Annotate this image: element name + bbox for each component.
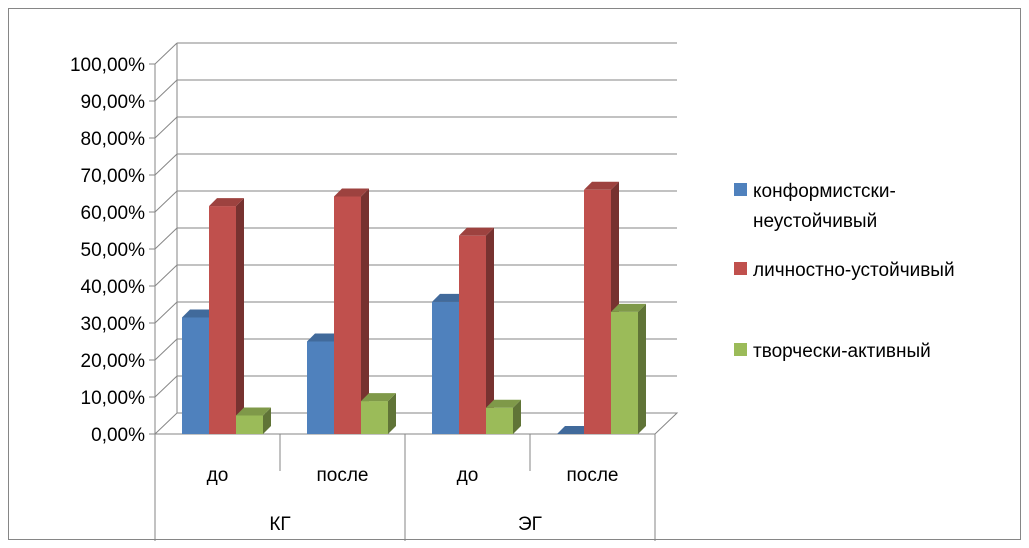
bar-top xyxy=(611,303,646,312)
bar-front xyxy=(334,196,361,434)
bar-chart: 0,00% 10,00% 20,00% 30,00% 40,00% 50,00% 60,00… xyxy=(70,42,679,541)
bar xyxy=(209,198,244,434)
bar-top xyxy=(432,293,467,302)
y-tick-label: 60,00% xyxy=(81,203,146,224)
x-group-label: КГ xyxy=(269,514,290,535)
gridline-side xyxy=(154,338,178,361)
bar-top xyxy=(334,188,369,197)
bar xyxy=(334,188,369,434)
x-tick-label: до xyxy=(457,465,479,486)
bar-side xyxy=(388,393,396,434)
legend-item-series-2: личностно-устойчивый xyxy=(734,256,1003,286)
bar-top xyxy=(236,407,271,416)
bar-top xyxy=(486,399,521,408)
bar xyxy=(459,227,494,434)
bar-side xyxy=(236,198,244,434)
bar-front xyxy=(236,415,263,434)
bar-side xyxy=(361,188,369,434)
bar-side xyxy=(513,399,521,434)
legend-label: личностно-устойчивый xyxy=(753,260,955,281)
y-tick-label: 50,00% xyxy=(81,240,146,261)
y-tick-label: 70,00% xyxy=(81,166,146,187)
bar-front xyxy=(584,189,611,434)
legend-swatch xyxy=(734,262,747,275)
gridline-side xyxy=(154,301,178,324)
y-tick-label: 20,00% xyxy=(81,351,146,372)
legend-item-series-3: творчески-активный xyxy=(734,337,1003,367)
bar xyxy=(486,399,521,434)
gridlines xyxy=(154,42,677,434)
legend-swatch xyxy=(734,183,747,196)
y-tick-label: 0,00% xyxy=(91,425,145,446)
gridline-side xyxy=(154,153,178,176)
y-tick-label: 80,00% xyxy=(81,129,146,150)
bar xyxy=(361,393,396,434)
gridline-side xyxy=(154,79,178,102)
bar-front xyxy=(459,235,486,434)
bar xyxy=(611,303,646,434)
legend-label: творчески-активный xyxy=(753,341,931,362)
bar-top xyxy=(361,393,396,402)
bar-side xyxy=(486,227,494,434)
gridline-side xyxy=(154,227,178,250)
bar-side xyxy=(263,407,271,434)
y-axis-ticks: 0,00% 10,00% 20,00% 30,00% 40,00% 50,00% 60,00… xyxy=(70,55,155,446)
bar-front xyxy=(611,311,638,434)
bar-side xyxy=(638,303,646,434)
bar-front xyxy=(486,407,513,434)
x-axis: до после до после КГ ЭГ xyxy=(154,434,656,541)
y-tick-label: 10,00% xyxy=(81,388,146,409)
bar-top xyxy=(584,181,619,190)
bar-front xyxy=(361,401,388,434)
bar-top xyxy=(459,227,494,236)
bar-front xyxy=(209,206,236,434)
x-group-label: ЭГ xyxy=(518,514,542,535)
bar xyxy=(307,333,342,434)
x-tick-label: до xyxy=(207,465,229,486)
legend-label: конформистски- неустойчивый xyxy=(753,181,896,232)
bar-top xyxy=(307,333,342,342)
bar xyxy=(236,407,271,434)
bar-front xyxy=(432,301,459,434)
bars xyxy=(182,181,646,434)
y-tick-label: 40,00% xyxy=(81,277,146,298)
legend-swatch xyxy=(734,343,747,356)
y-tick-label: 90,00% xyxy=(81,92,146,113)
gridline-side xyxy=(154,375,178,398)
gridline-side xyxy=(154,42,178,65)
bar-top xyxy=(557,426,592,434)
y-tick-label: 30,00% xyxy=(81,314,146,335)
bar-front xyxy=(307,341,334,434)
bar-top xyxy=(182,309,217,318)
bar-front xyxy=(182,317,209,434)
gridline-side xyxy=(154,264,178,287)
chart-frame: 0,00% 10,00% 20,00% 30,00% 40,00% 50,00% 60,00… xyxy=(8,8,1021,541)
y-tick-label: 100,00% xyxy=(70,55,145,76)
gridline-side xyxy=(154,116,178,139)
bar-top xyxy=(209,198,244,207)
legend-item-series-1: конформистски- неустойчивый xyxy=(734,177,1003,237)
x-tick-label: после xyxy=(566,465,618,486)
x-tick-label: после xyxy=(316,465,368,486)
gridline-side xyxy=(154,190,178,213)
bar xyxy=(557,426,592,434)
